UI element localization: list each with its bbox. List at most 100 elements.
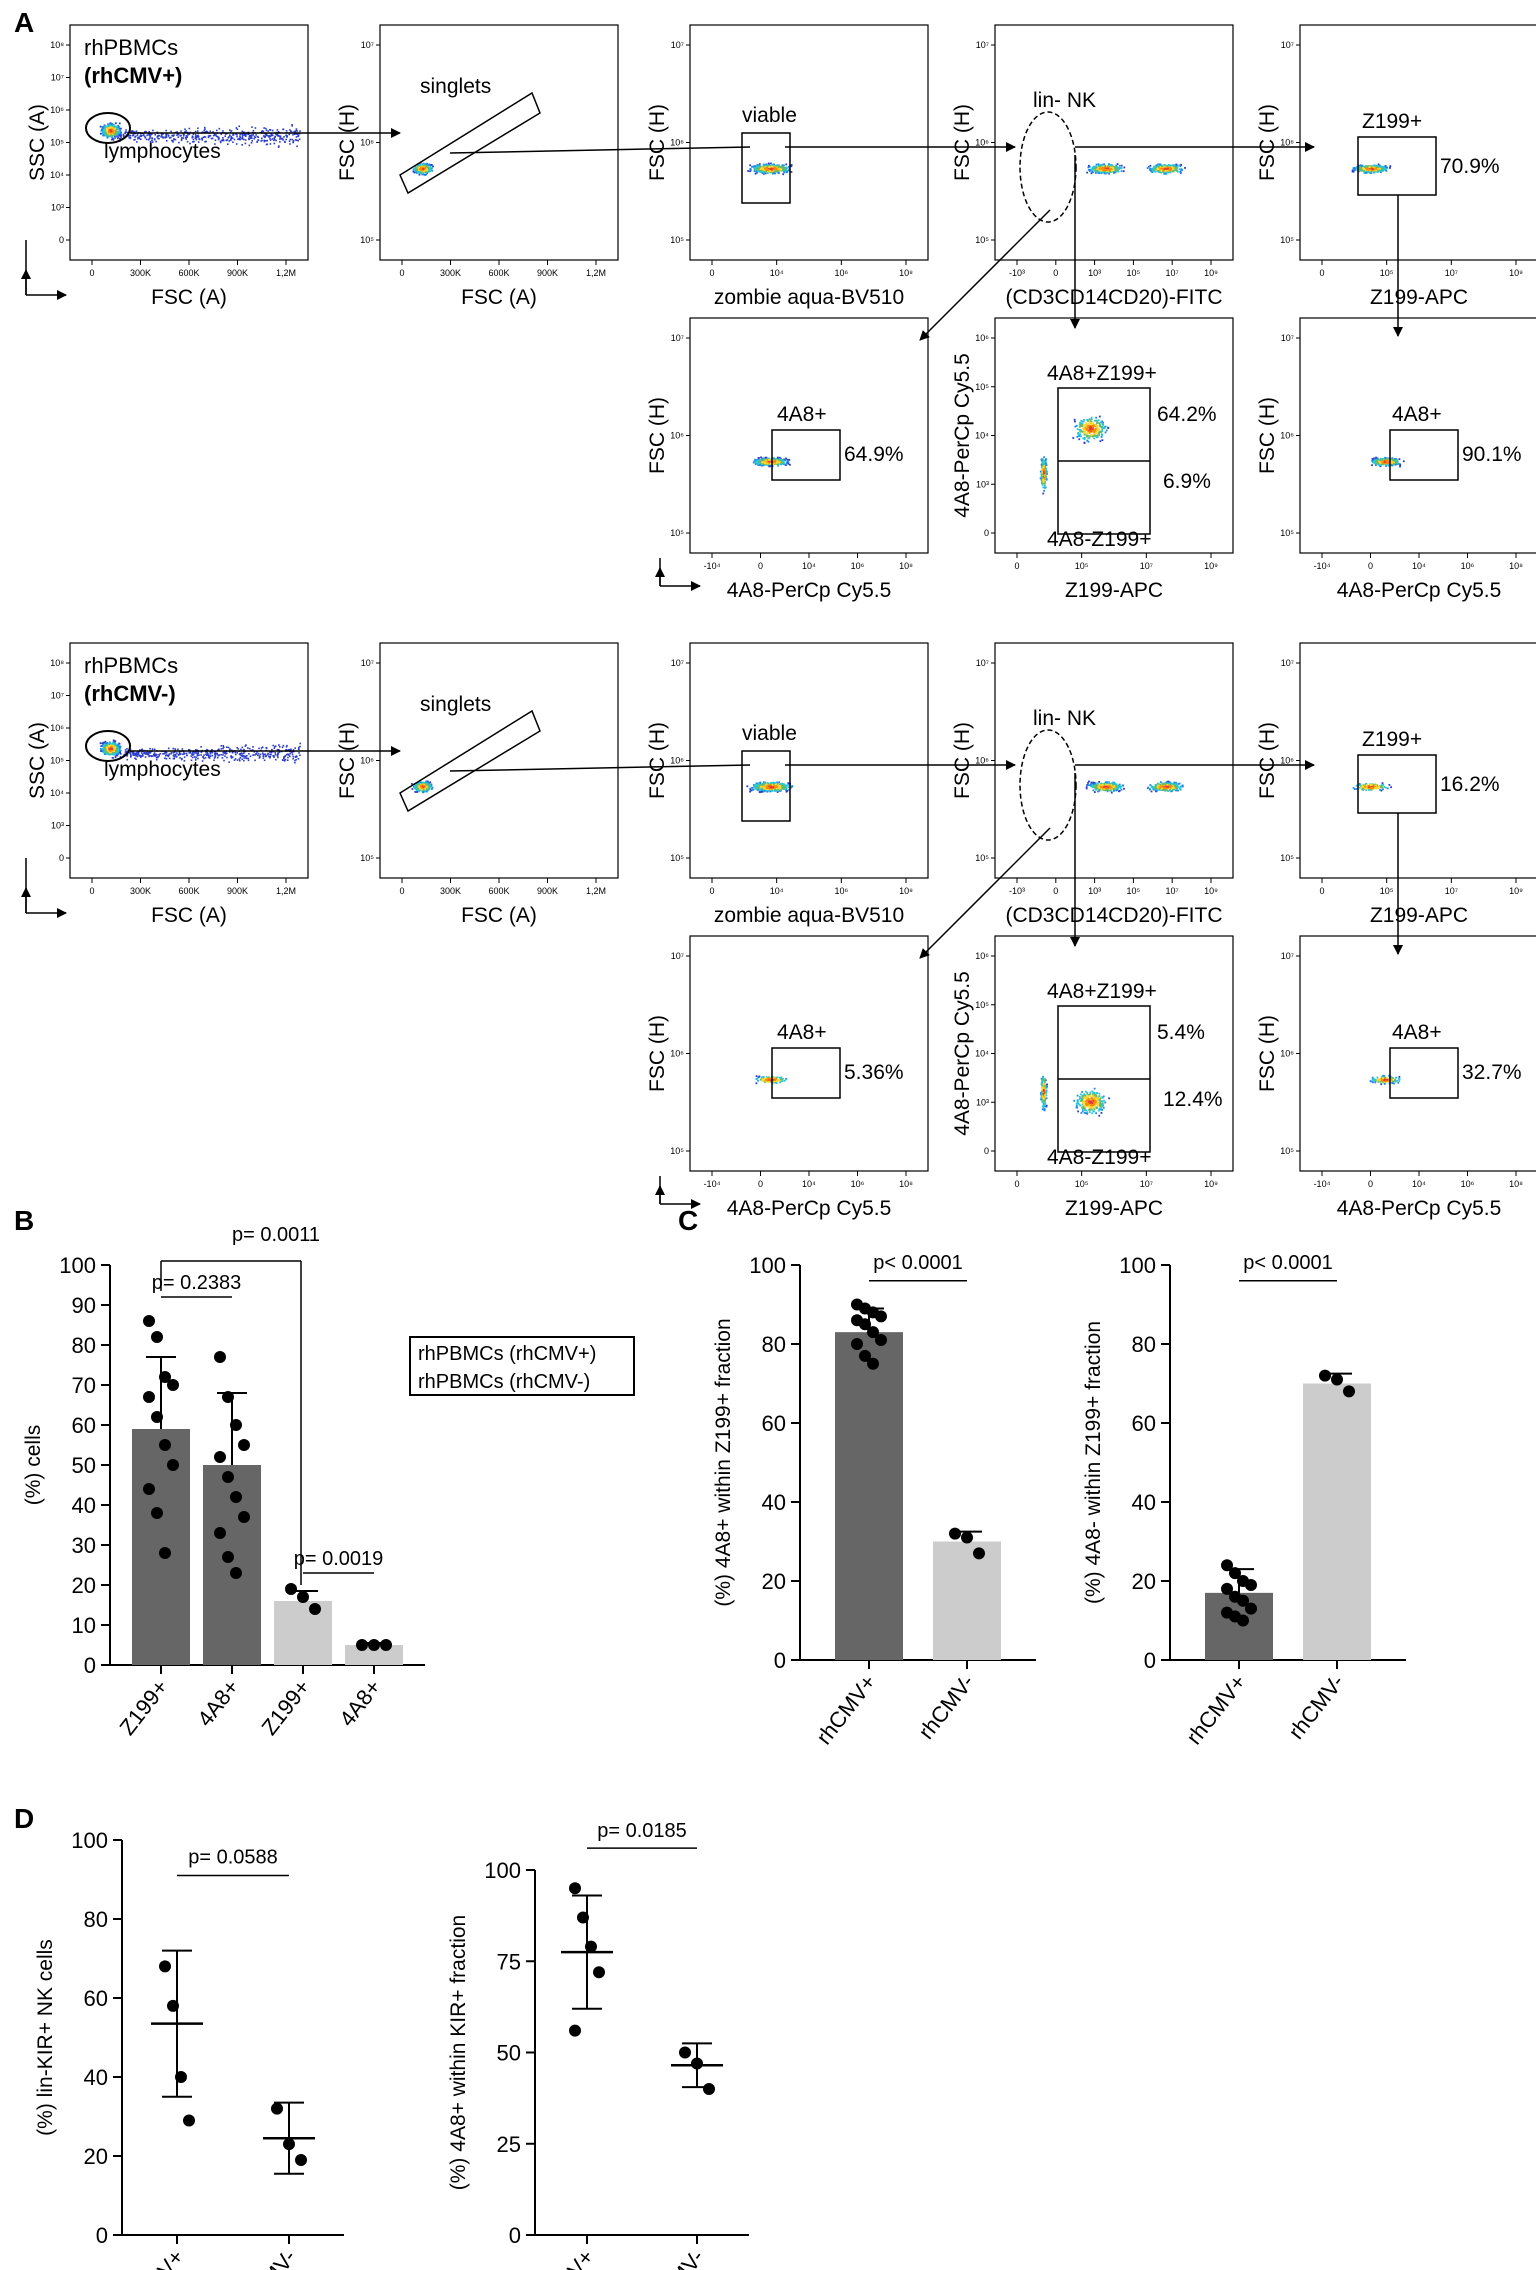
event-dot — [262, 135, 265, 137]
event-dot — [117, 744, 119, 747]
event-dot — [1091, 424, 1093, 427]
event-dot — [288, 140, 291, 143]
event-dot — [128, 136, 130, 139]
event-dot — [1158, 164, 1161, 167]
event-dot — [167, 134, 170, 136]
event-dot — [1112, 168, 1115, 171]
event-dot — [1376, 169, 1378, 172]
event-dot — [756, 164, 759, 166]
event-dot — [775, 167, 778, 170]
event-dot — [1365, 167, 1367, 170]
event-dot — [99, 742, 102, 745]
y-tick-label: 10⁴ — [50, 170, 64, 180]
event-dot — [1045, 458, 1047, 461]
event-dot — [1109, 164, 1112, 167]
event-dot — [420, 167, 423, 170]
event-dot — [204, 130, 207, 133]
event-dot — [274, 135, 277, 138]
event-dot — [1110, 169, 1113, 172]
event-dot — [222, 751, 225, 754]
event-dot — [777, 458, 780, 461]
event-dot — [110, 747, 112, 750]
event-dot — [238, 759, 241, 762]
event-dot — [1390, 464, 1393, 467]
y-axis-label: FSC (H) — [951, 104, 974, 181]
event-dot — [1393, 457, 1396, 460]
event-dot — [180, 139, 183, 142]
event-dot — [149, 747, 151, 750]
event-dot — [148, 751, 150, 754]
event-dot — [1176, 170, 1179, 173]
event-dot — [1079, 424, 1082, 427]
event-dot — [172, 757, 175, 760]
event-dot — [1100, 426, 1103, 429]
event-dot — [1151, 169, 1153, 172]
event-dot — [1370, 165, 1373, 168]
event-dot — [1157, 171, 1160, 173]
event-dot — [1387, 461, 1389, 464]
event-dot — [1081, 423, 1084, 425]
event-dot — [1173, 165, 1176, 168]
event-dot — [1176, 164, 1179, 167]
x-tick-label: 10⁶ — [834, 268, 848, 278]
x-tick-label: 10⁷ — [1445, 268, 1458, 278]
event-dot — [1379, 461, 1382, 464]
event-dot — [137, 752, 140, 755]
event-dot — [1382, 166, 1385, 168]
event-dot — [1042, 492, 1045, 495]
event-dot — [1375, 456, 1377, 459]
event-dot — [115, 749, 117, 752]
event-dot — [243, 131, 245, 133]
y-tick-label: 10⁶ — [50, 105, 64, 115]
event-dot — [1161, 165, 1164, 168]
event-dot — [763, 164, 766, 166]
event-dot — [1078, 429, 1081, 431]
event-dot — [219, 140, 222, 143]
event-dot — [1362, 166, 1365, 169]
event-dot — [119, 133, 122, 136]
event-dot — [428, 168, 431, 171]
event-dot — [1102, 421, 1104, 424]
lin-nk-gate — [1019, 111, 1077, 223]
y-tick-label: 10⁵ — [975, 382, 989, 392]
event-dot — [116, 746, 119, 749]
event-dot — [768, 167, 770, 170]
event-dot — [782, 173, 785, 176]
event-dot — [282, 139, 284, 141]
event-dot — [103, 131, 105, 134]
event-dot — [1116, 165, 1118, 168]
event-dot — [419, 170, 422, 173]
a4a8-z199-percentage: 90.1% — [1462, 443, 1522, 466]
event-dot — [1088, 426, 1091, 429]
event-dot — [136, 753, 139, 755]
event-dot — [1098, 432, 1100, 435]
event-dot — [1108, 170, 1111, 173]
event-dot — [115, 748, 118, 750]
event-dot — [1099, 166, 1102, 169]
event-dot — [1088, 430, 1091, 433]
event-dot — [110, 746, 113, 749]
event-dot — [1155, 164, 1158, 167]
event-dot — [1159, 171, 1162, 174]
event-dot — [768, 465, 771, 468]
event-dot — [1096, 435, 1099, 438]
event-dot — [1078, 433, 1080, 436]
event-dot — [1103, 170, 1106, 173]
event-dot — [1160, 169, 1163, 172]
event-dot — [1149, 167, 1152, 170]
event-dot — [254, 127, 257, 129]
event-dot — [777, 464, 780, 466]
event-dot — [104, 743, 107, 746]
event-dot — [1041, 483, 1044, 486]
event-dot — [429, 165, 432, 168]
event-dot — [186, 136, 188, 138]
plot-frame — [379, 642, 619, 879]
y-tick-label: 10⁴ — [975, 431, 989, 441]
event-dot — [263, 140, 266, 143]
event-dot — [1366, 168, 1368, 171]
event-dot — [1154, 166, 1156, 169]
event-dot — [1088, 170, 1091, 172]
event-dot — [112, 740, 115, 743]
event-dot — [413, 171, 416, 174]
event-dot — [1153, 168, 1156, 171]
